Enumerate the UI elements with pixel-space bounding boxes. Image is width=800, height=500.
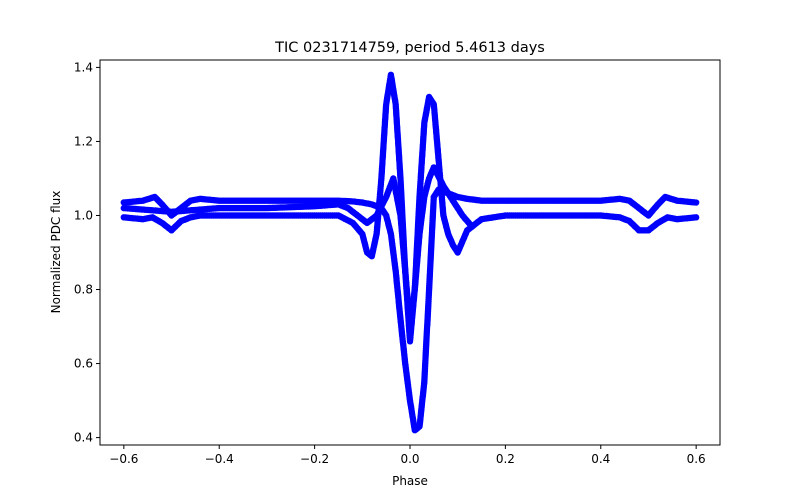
x-axis-ticks: −0.6 −0.4 −0.2 0.0 0.2 0.4 0.6: [109, 445, 706, 466]
x-tick-label: 0.0: [400, 452, 419, 466]
x-tick-label: 0.2: [496, 452, 515, 466]
x-axis-label: Phase: [392, 474, 428, 488]
x-tick-label: −0.4: [205, 452, 234, 466]
data-point: [692, 214, 700, 221]
x-tick-label: −0.2: [300, 452, 329, 466]
series-branch-inner: [120, 164, 476, 330]
data-point: [468, 223, 476, 230]
y-tick-label: 0.4: [74, 431, 93, 445]
data-points: [120, 71, 700, 434]
x-tick-label: 0.6: [687, 452, 706, 466]
y-tick-label: 1.2: [74, 134, 93, 148]
y-tick-label: 1.4: [74, 60, 93, 74]
data-point: [692, 199, 700, 206]
y-tick-label: 1.0: [74, 208, 93, 222]
y-tick-label: 0.8: [74, 283, 93, 297]
x-tick-label: 0.4: [591, 452, 610, 466]
x-tick-label: −0.6: [109, 452, 138, 466]
chart-title: TIC 0231714759, period 5.4613 days: [274, 40, 545, 56]
y-axis-ticks: 0.4 0.6 0.8 1.0 1.2 1.4: [74, 60, 100, 445]
y-axis-label: Normalized PDC flux: [49, 191, 63, 314]
y-tick-label: 0.6: [74, 357, 93, 371]
series-branch-upper: [120, 186, 700, 434]
